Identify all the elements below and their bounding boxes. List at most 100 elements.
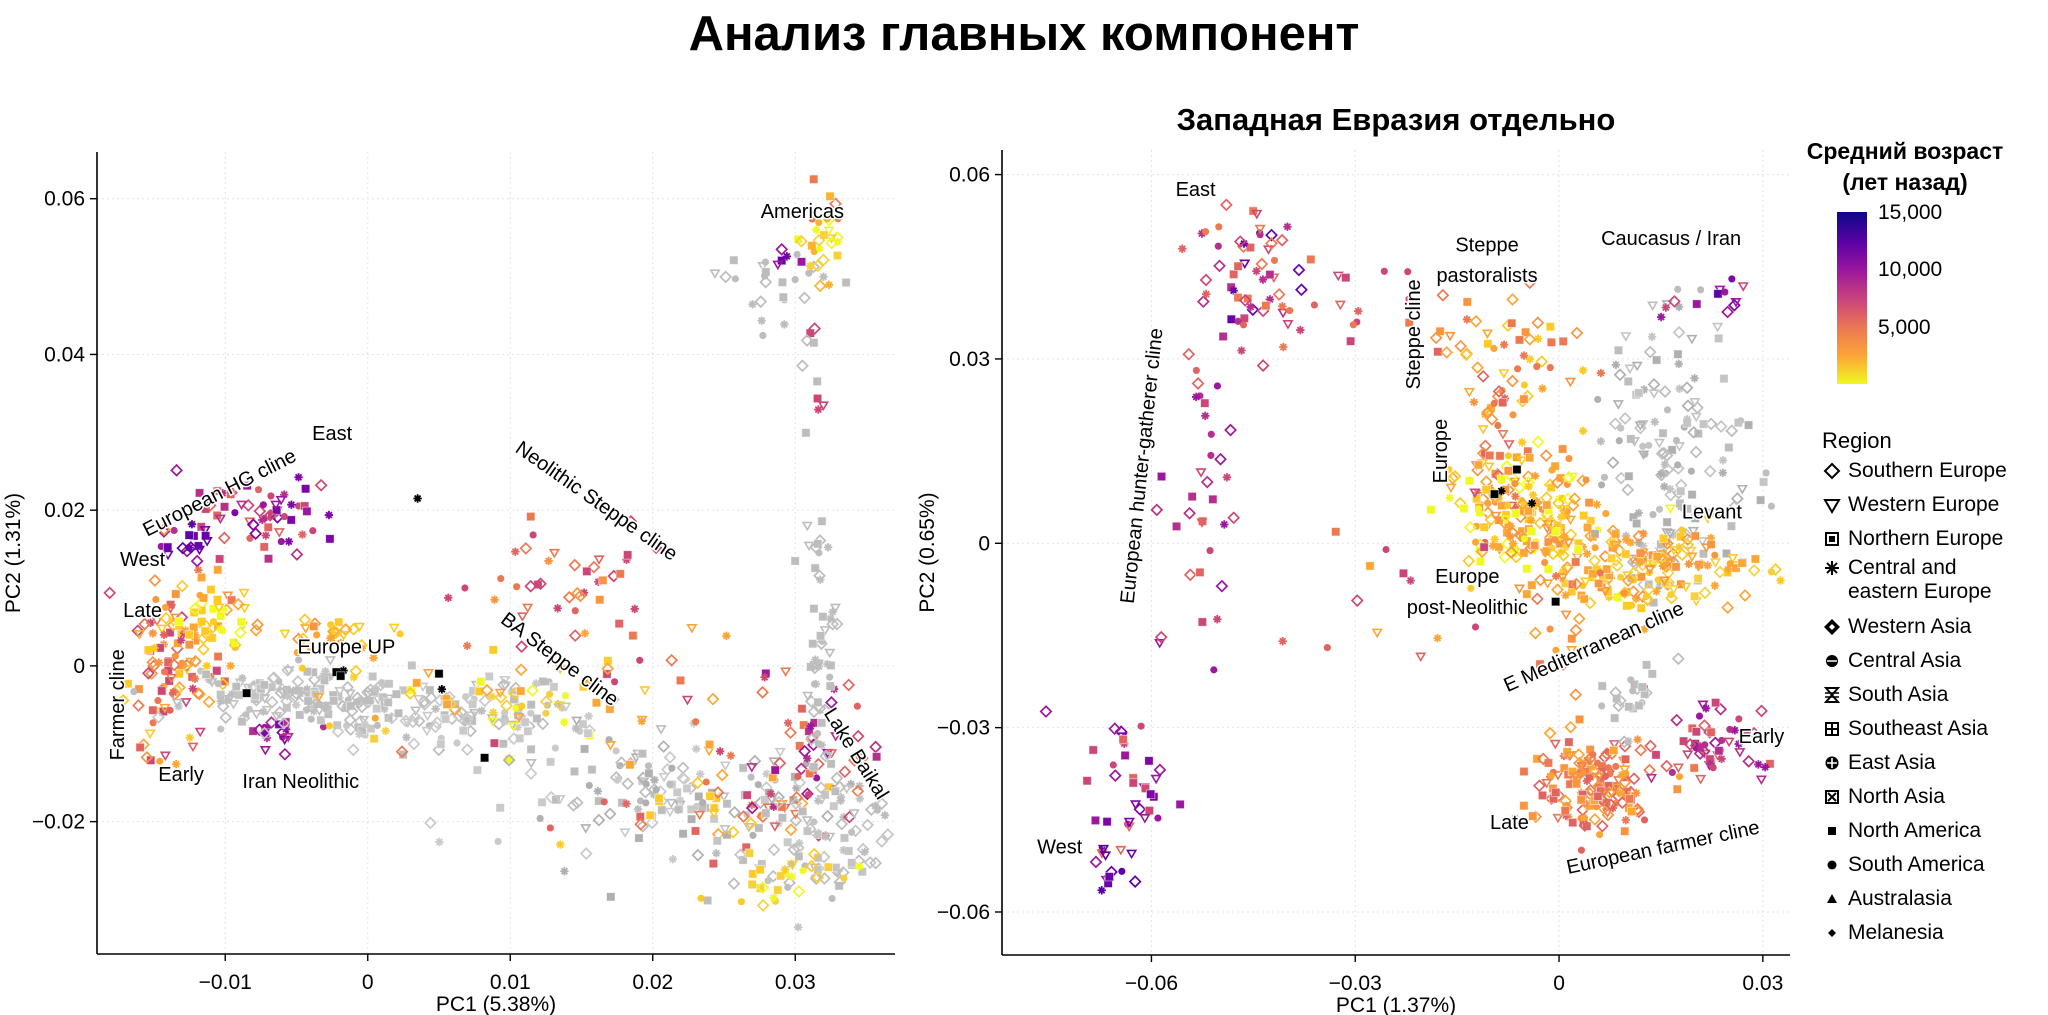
point-europe-postneo [1545,516,1559,530]
point-east-gray [652,786,660,794]
point-farmer-early [1723,737,1735,748]
point-europe-post-yellow [1569,623,1583,637]
point-europe-postneo [1534,573,1547,587]
point-americas-yellow [834,215,842,223]
point-hg-cline [263,508,277,522]
point-farmer-late [1564,737,1574,747]
point-hg-west-low [1123,822,1135,833]
point-e-med-cline [1599,586,1611,597]
point-farmer-cline [123,679,133,689]
annotation-label: Europe [1430,419,1452,484]
point-neolithic-steppe [519,542,533,555]
point-farmer-cline [161,603,170,612]
square-filled-icon [1828,827,1836,835]
point-baikal-gray [825,681,835,691]
point-europe-postneo [1557,505,1569,515]
point-east-gray [783,837,793,847]
point-hg-cline-mid [1154,630,1168,644]
point-e-med-cline [1702,514,1714,524]
point-mid-orange-scatter [1331,527,1341,537]
point-farmer-late [1559,794,1573,808]
point-gray-levant [1698,549,1709,559]
point-ba-steppe [349,673,358,682]
point-e-med-cline [1560,560,1574,574]
point-west-gray-band [238,674,247,683]
point-east-gray [560,867,569,876]
point-farmer-cline [188,684,198,693]
point-black [339,666,348,675]
point-europe-post-yellow [1530,592,1544,606]
point-scattered-orange [706,692,720,706]
point-gray-levant [1686,334,1698,345]
point-central-gray [523,726,533,736]
point-e-med-cline [1636,603,1646,613]
point-farmer-late [1547,772,1555,780]
point-east-yellow [755,865,765,875]
point-gray-levant [1634,508,1643,518]
point-central-gray [441,714,451,724]
point-gray-levant [1669,530,1678,540]
point-gray-levant [1674,285,1682,293]
point-e-med-cline [1690,531,1700,541]
point-steppe-past [1498,369,1510,379]
point-east-gray [754,823,764,833]
point-gray-levant [1647,332,1657,341]
point-east-gray [747,773,755,781]
point-hg-cline-mid [1214,452,1227,466]
point-farmer-cline [157,523,171,536]
colorbar-title: Средний возраст (лет назад) [1806,138,2004,195]
point-steppe-past [1516,456,1528,467]
point-europe-postneo [1525,453,1535,463]
point-black [1551,597,1561,607]
point-steppe-past [1504,452,1513,460]
data-points [103,174,895,932]
point-steppe-past [1462,315,1472,324]
point-hg-cline [309,527,317,535]
point-americas-yellow [816,245,824,253]
point-east-asia-gray [849,824,863,838]
annotation-label: West [120,549,166,571]
point-black [479,753,490,763]
point-east-asia-gray [764,877,772,885]
point-farmer-cline [213,651,223,662]
point-gray-levant [1648,389,1660,399]
point-farmer-cline [159,751,171,762]
point-gray-levant [1672,325,1686,339]
point-europe-post-yellow [1591,544,1599,552]
point-farmer-early [1730,726,1739,735]
point-steppe-past [1546,337,1556,347]
point-farmer-early [1714,702,1728,716]
point-farmer-late [1552,771,1564,781]
point-east-gray [686,814,697,824]
point-steppe-past [1505,275,1513,283]
panel-title: Западная Евразия отдельно [1177,102,1616,137]
point-neolithic-steppe [513,583,521,591]
point-east-gray [546,757,556,767]
point-hg-cline-mid [1191,392,1201,402]
point-europe-up-band [357,644,366,653]
point-farmer-cline [227,595,237,605]
point-farmer-late [1643,763,1656,777]
point-east-gray [789,814,803,827]
point-farmer-late [1604,764,1613,772]
point-east-yellow [776,871,786,881]
point-caucasus [1737,282,1749,292]
point-east-gray [612,747,620,755]
region-legend-label: South America [1848,853,1985,876]
point-steppe-past [1469,314,1483,328]
point-e-med-cline [1665,591,1678,605]
square-cross-icon [1825,790,1839,804]
point-baikal [798,744,812,758]
point-farmer-early [1701,704,1711,713]
point-iran-neolithic [279,735,291,746]
point-east-spread [1436,288,1450,302]
point-steppe-cline [1485,450,1495,461]
point-baikal [830,732,842,742]
point-hg-west-low [1102,817,1112,827]
point-farmer-late [1593,759,1602,767]
point-americas-tail [808,322,822,336]
point-farmer-early [1644,739,1657,753]
point-gray-levant [1594,395,1602,404]
point-farmer-late [1580,814,1589,822]
point-baikal-gray [807,705,821,719]
